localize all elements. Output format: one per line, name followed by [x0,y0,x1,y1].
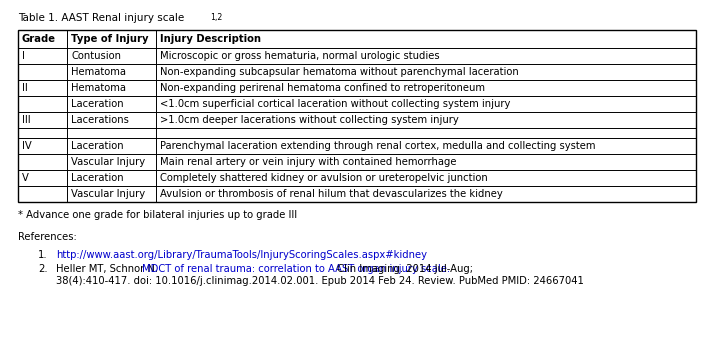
Text: Avulsion or thrombosis of renal hilum that devascularizes the kidney: Avulsion or thrombosis of renal hilum th… [160,189,503,199]
Text: 1,2: 1,2 [210,13,222,22]
Text: <1.0cm superficial cortical laceration without collecting system injury: <1.0cm superficial cortical laceration w… [160,99,510,109]
Text: Microscopic or gross hematuria, normal urologic studies: Microscopic or gross hematuria, normal u… [160,51,440,61]
Text: Type of Injury: Type of Injury [71,34,149,44]
Text: Contusion: Contusion [71,51,121,61]
Text: II: II [22,83,28,93]
Text: Parenchymal laceration extending through renal cortex, medulla and collecting sy: Parenchymal laceration extending through… [160,141,596,151]
Text: V: V [22,173,29,183]
Text: Table 1. AAST Renal injury scale: Table 1. AAST Renal injury scale [18,13,184,23]
Text: Clin Imaging. 2014 Jul-Aug;: Clin Imaging. 2014 Jul-Aug; [334,264,473,274]
Text: Completely shattered kidney or avulsion or ureteropelvic junction: Completely shattered kidney or avulsion … [160,173,488,183]
Text: http://www.aast.org/Library/TraumaTools/InjuryScoringScales.aspx#kidney: http://www.aast.org/Library/TraumaTools/… [56,250,427,260]
Text: References:: References: [18,232,77,242]
Text: Hematoma: Hematoma [71,67,126,77]
Text: Non-expanding perirenal hematoma confined to retroperitoneum: Non-expanding perirenal hematoma confine… [160,83,485,93]
Text: * Advance one grade for bilateral injuries up to grade III: * Advance one grade for bilateral injuri… [18,210,297,220]
Text: III: III [22,115,30,125]
Text: Laceration: Laceration [71,173,124,183]
Text: MDCT of renal trauma: correlation to AAST organ injury scale.: MDCT of renal trauma: correlation to AAS… [142,264,450,274]
Text: Lacerations: Lacerations [71,115,129,125]
Text: Non-expanding subcapsular hematoma without parenchymal laceration: Non-expanding subcapsular hematoma witho… [160,67,519,77]
Bar [18,30,696,202]
Text: Vascular Injury: Vascular Injury [71,157,145,167]
Text: Injury Description: Injury Description [160,34,261,44]
Text: 2.: 2. [38,264,47,274]
Text: Vascular Injury: Vascular Injury [71,189,145,199]
Text: IV: IV [22,141,32,151]
Text: Laceration: Laceration [71,99,124,109]
Text: I: I [22,51,25,61]
Text: Grade: Grade [22,34,56,44]
Text: 38(4):410-417. doi: 10.1016/j.clinimag.2014.02.001. Epub 2014 Feb 24. Review. Pu: 38(4):410-417. doi: 10.1016/j.clinimag.2… [56,276,584,286]
Text: 1.: 1. [38,250,47,260]
Text: Hematoma: Hematoma [71,83,126,93]
Text: Laceration: Laceration [71,141,124,151]
Text: Heller MT, Schnor N.: Heller MT, Schnor N. [56,264,161,274]
Text: >1.0cm deeper lacerations without collecting system injury: >1.0cm deeper lacerations without collec… [160,115,459,125]
Text: Main renal artery or vein injury with contained hemorrhage: Main renal artery or vein injury with co… [160,157,457,167]
